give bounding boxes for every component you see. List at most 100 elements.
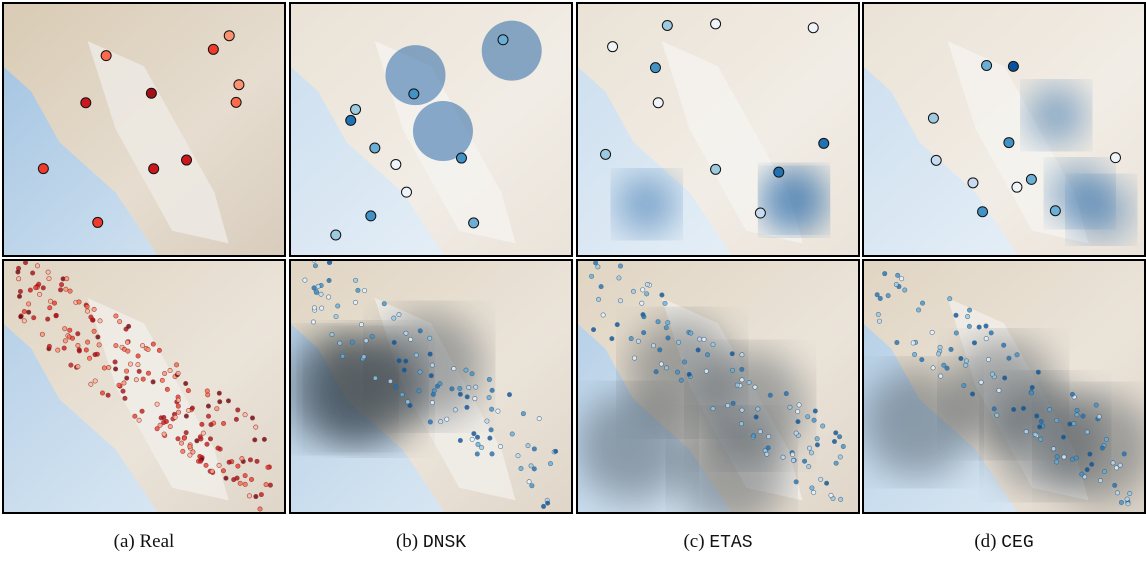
event-dot (255, 459, 259, 463)
event-dot (766, 434, 770, 438)
event-dot (312, 306, 316, 310)
event-dot (430, 400, 434, 404)
event-dot (997, 388, 1001, 392)
fade (3, 260, 285, 513)
event-dot (221, 469, 225, 473)
event-dot (510, 432, 514, 436)
event-dot (186, 388, 190, 392)
event-dot (819, 138, 829, 148)
event-dot (141, 377, 145, 381)
event-dot (740, 408, 744, 412)
event-dot (959, 356, 963, 360)
event-dot (151, 380, 155, 384)
event-dot (101, 51, 111, 61)
event-dot (1100, 446, 1104, 450)
event-dot (125, 376, 129, 380)
event-dot (133, 414, 137, 418)
event-dot (250, 416, 254, 420)
event-dot (319, 306, 323, 310)
event-dot (679, 378, 683, 382)
event-dot (487, 395, 491, 399)
map-panel (863, 255, 1146, 513)
event-dot (23, 260, 27, 264)
event-dot (928, 113, 938, 123)
event-dot (418, 329, 422, 333)
event-dot (636, 339, 640, 343)
event-dot (618, 298, 622, 302)
event-dot (702, 337, 706, 341)
event-dot (136, 362, 140, 366)
event-dot (183, 381, 187, 385)
event-dot (1021, 406, 1025, 410)
event-dot (1112, 483, 1116, 487)
event-dot (1104, 437, 1108, 441)
event-dot (370, 334, 374, 338)
event-dot (123, 396, 127, 400)
event-dot (98, 319, 102, 323)
event-dot (417, 389, 421, 393)
event-dot (1126, 502, 1130, 506)
event-dot (705, 353, 709, 357)
event-dot (697, 337, 701, 341)
event-dot (521, 411, 525, 415)
event-dot (834, 461, 838, 465)
event-dot (184, 414, 188, 418)
event-dot (796, 419, 800, 423)
event-dot (151, 342, 155, 346)
event-dot (615, 322, 619, 326)
event-dot (96, 335, 100, 339)
event-dot (1125, 497, 1129, 501)
event-dot (140, 409, 144, 413)
event-dot (608, 42, 618, 52)
event-dot (490, 388, 494, 392)
event-dot (1055, 418, 1059, 422)
event-dot (114, 314, 118, 318)
event-dot (200, 422, 204, 426)
event-dot (438, 382, 442, 386)
event-dot (176, 437, 180, 441)
event-dot (117, 383, 121, 387)
event-dot (735, 383, 739, 387)
event-dot (205, 389, 209, 393)
event-dot (766, 446, 770, 450)
event-dot (113, 360, 117, 364)
event-dot (85, 304, 89, 308)
event-dot (16, 270, 20, 274)
caption-label: (b) (396, 531, 418, 552)
event-dot (507, 392, 511, 396)
event-dot (210, 469, 214, 473)
event-dot (428, 336, 432, 340)
event-dot (404, 359, 408, 363)
event-dot (370, 143, 380, 153)
event-dot (47, 276, 51, 280)
event-dot (931, 155, 941, 165)
event-dot (730, 352, 734, 356)
event-dot (526, 443, 530, 447)
event-dot (1075, 408, 1079, 412)
event-dot (811, 490, 815, 494)
event-dot (458, 386, 462, 390)
event-dot (610, 336, 614, 340)
event-dot (496, 409, 500, 413)
event-dot (362, 288, 366, 292)
event-dot (149, 164, 159, 174)
event-dot (936, 352, 940, 356)
event-dot (188, 444, 192, 448)
event-dot (489, 407, 493, 411)
event-dot (894, 282, 898, 286)
event-dot (982, 60, 992, 70)
event-dot (819, 477, 823, 481)
event-dot (65, 277, 69, 281)
caption: (d) CEG (974, 531, 1033, 553)
event-dot (121, 389, 125, 393)
event-dot (174, 363, 178, 367)
caption-name: CEG (1001, 533, 1033, 553)
event-dot (1038, 437, 1042, 441)
event-dot (126, 349, 130, 353)
event-dot (16, 277, 20, 281)
event-dot (364, 338, 368, 342)
event-dot (227, 460, 231, 464)
event-dot (303, 278, 307, 282)
event-dot (81, 98, 91, 108)
event-dot (664, 326, 668, 330)
